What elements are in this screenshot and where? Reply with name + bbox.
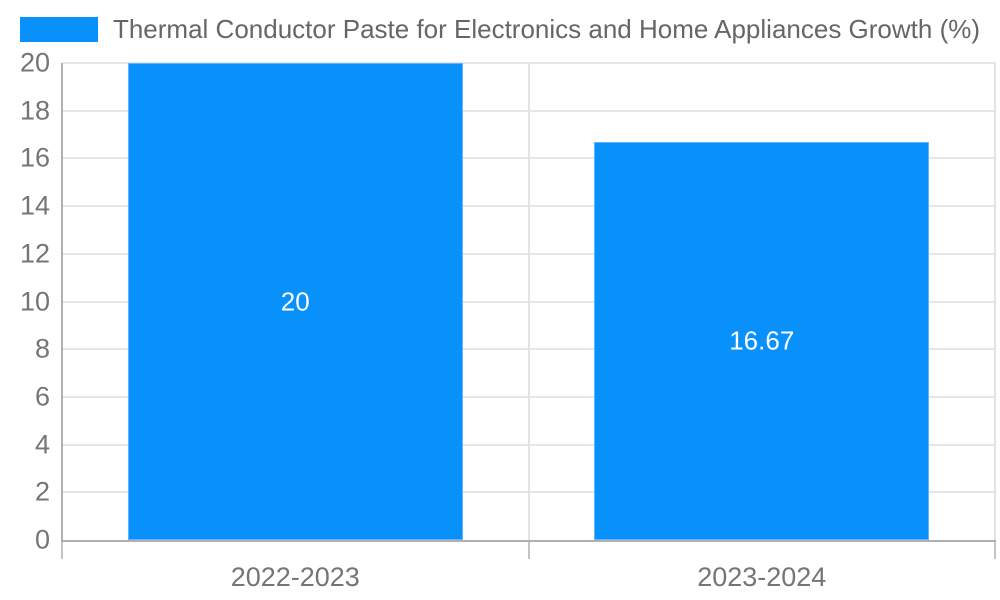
- y-axis-tick-label: 14: [19, 190, 50, 221]
- x-axis-tick-label: 2022-2023: [230, 562, 360, 592]
- bar-value-label: 16.67: [729, 325, 795, 356]
- x-axis-tick: [994, 542, 996, 559]
- y-axis-tick-label: 18: [19, 95, 50, 126]
- y-axis-tick-label: 10: [19, 286, 50, 316]
- x-axis-baseline: [61, 540, 996, 542]
- bar-2022-2023[interactable]: [127, 63, 463, 540]
- legend-swatch[interactable]: [19, 17, 98, 42]
- y-axis-line: [61, 63, 63, 542]
- y-axis-tick-label: 8: [34, 333, 50, 364]
- bar-value-label: 20: [280, 286, 310, 316]
- x-axis-tick-label: 2023-2024: [697, 562, 827, 592]
- chart-legend: Thermal Conductor Paste for Electronics …: [0, 14, 1000, 45]
- y-axis-tick-label: 20: [19, 47, 50, 78]
- category-boundary-gridline: [994, 63, 996, 540]
- y-axis-tick-label: 4: [34, 429, 50, 460]
- legend-label[interactable]: Thermal Conductor Paste for Electronics …: [112, 14, 981, 44]
- y-axis-tick-label: 0: [34, 524, 50, 555]
- y-axis-tick-label: 12: [19, 238, 50, 269]
- bar-2023-2024[interactable]: [594, 142, 930, 540]
- y-axis-tick-label: 2: [34, 476, 50, 507]
- category-boundary-gridline: [527, 63, 530, 540]
- y-axis-tick-label: 6: [34, 381, 50, 412]
- y-axis-tick-label: 16: [19, 142, 50, 173]
- x-axis-tick: [527, 542, 530, 559]
- x-axis-tick: [61, 542, 63, 559]
